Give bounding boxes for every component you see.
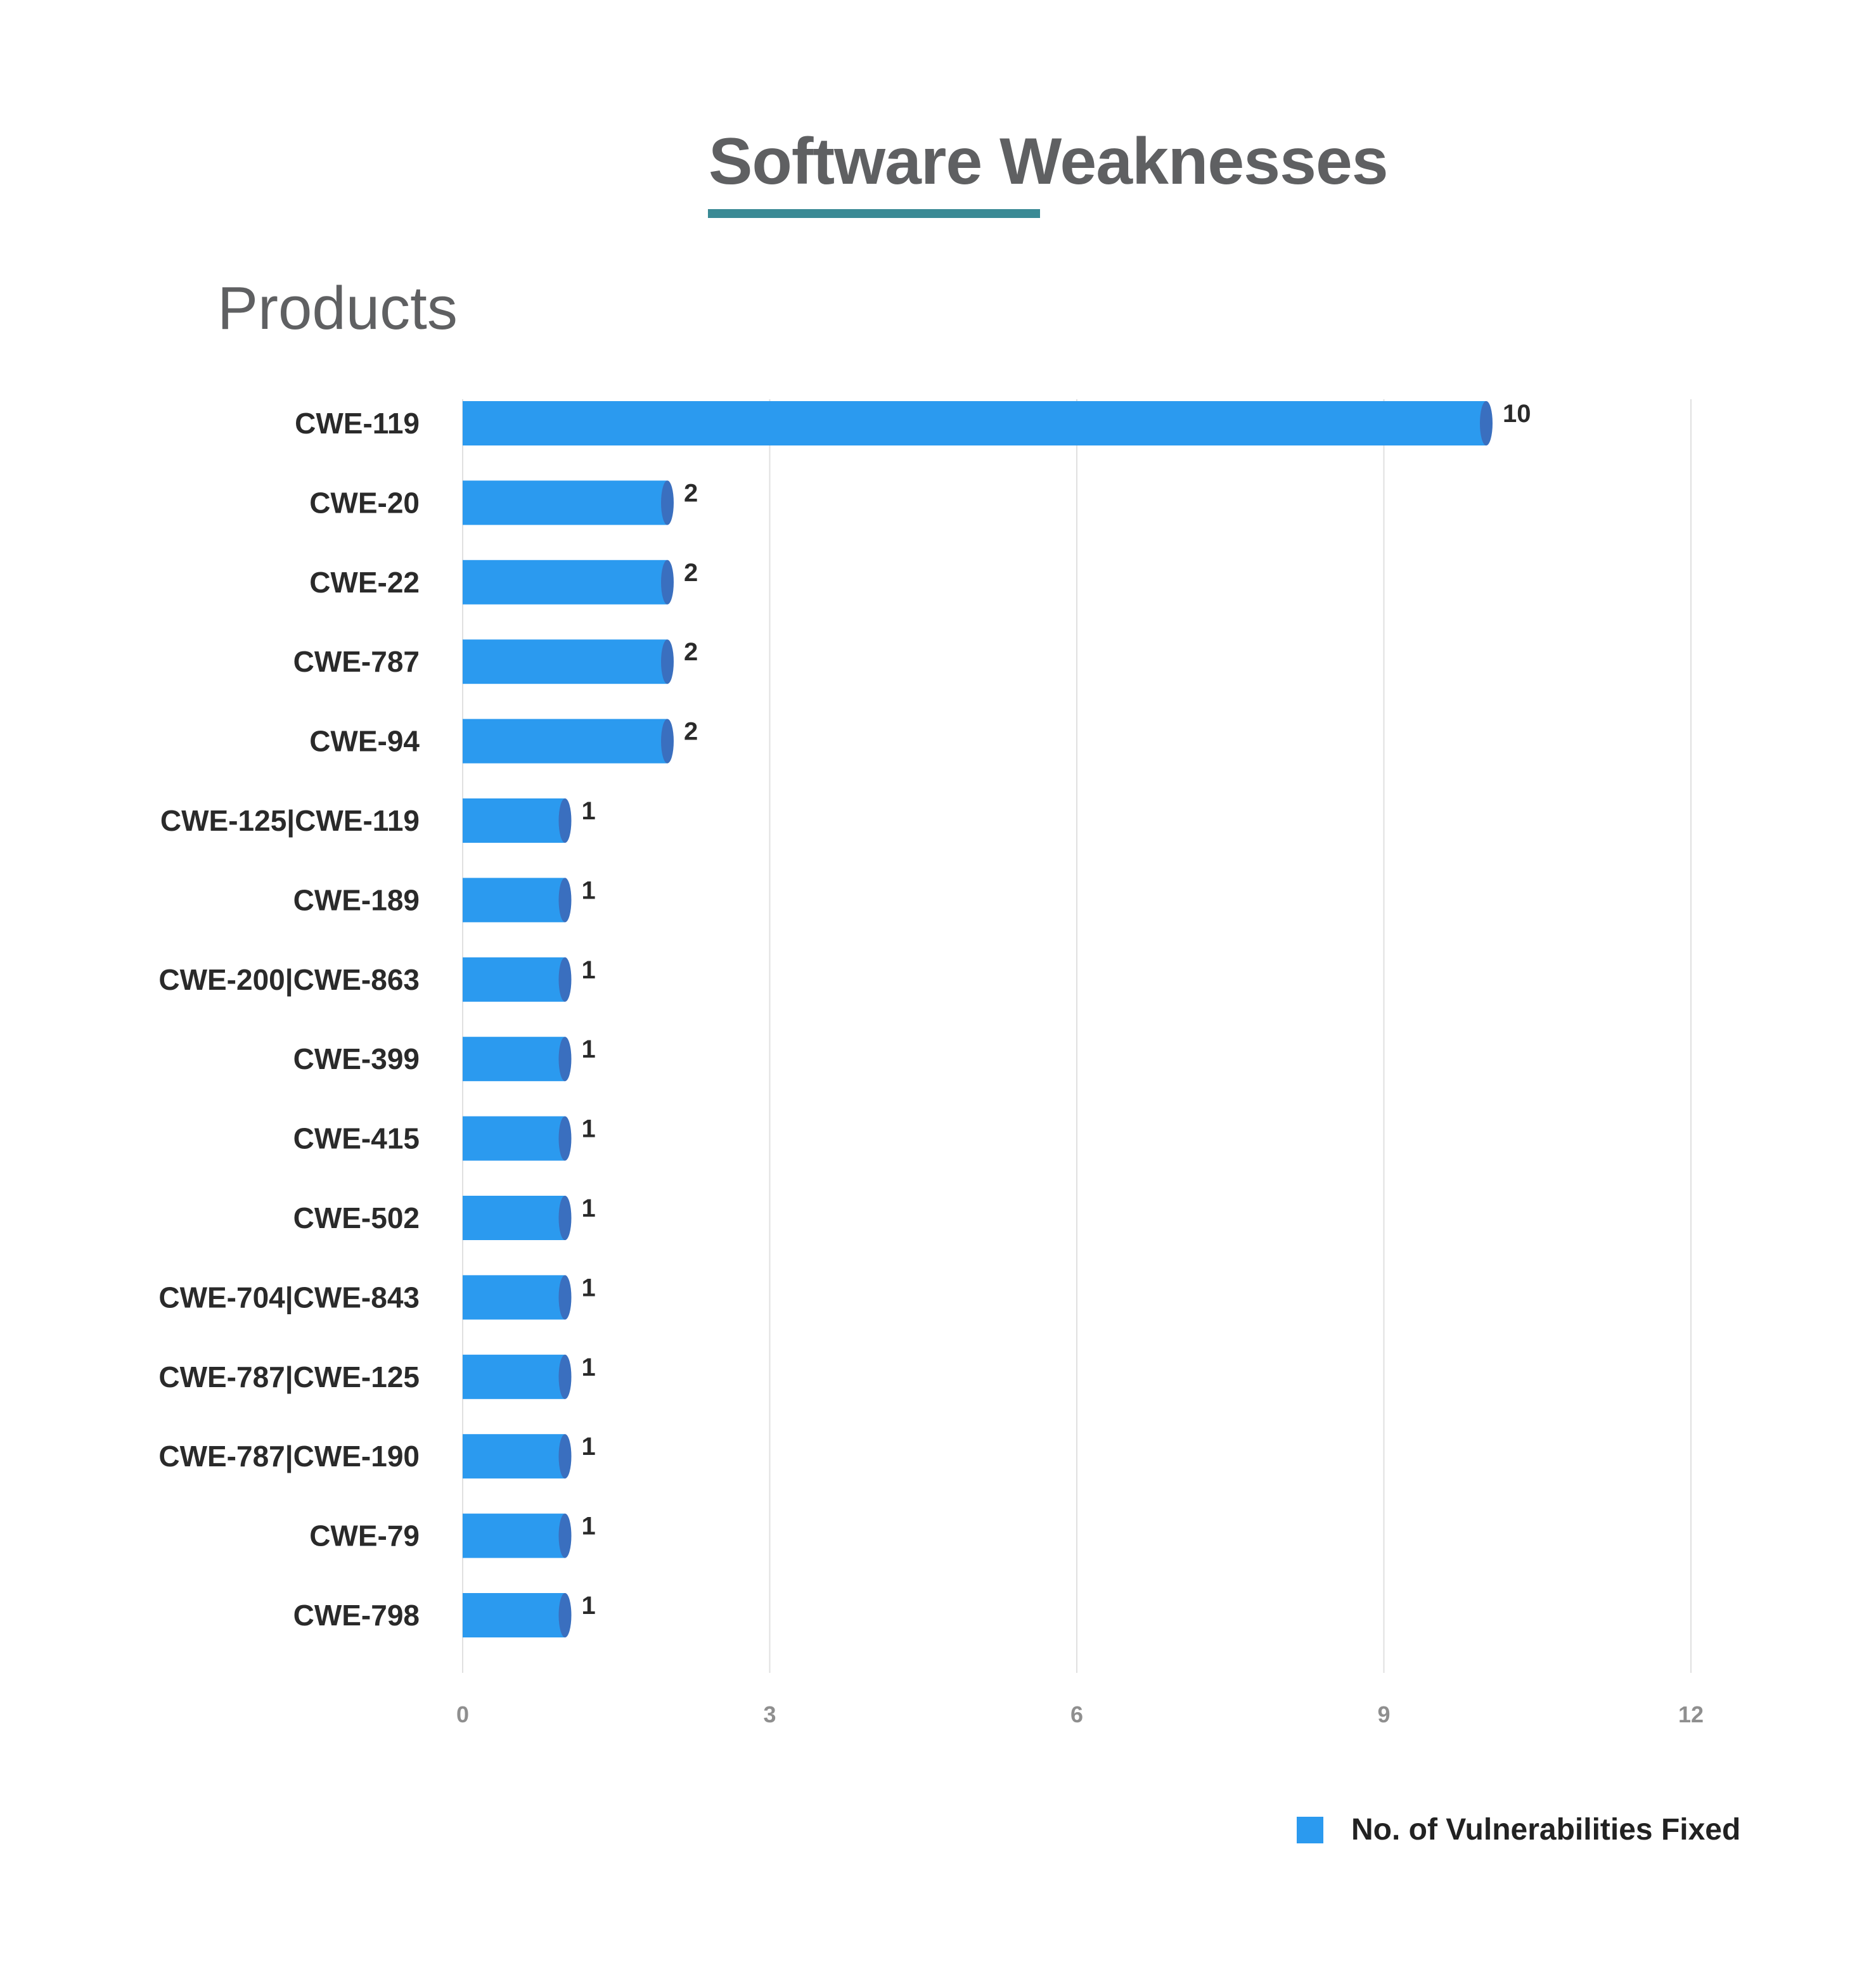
bar-end-cap [558,878,572,923]
bar [463,1513,565,1558]
bar-end-cap [661,639,674,684]
x-tick-label: 12 [1678,1701,1704,1727]
bar-end-cap [661,560,674,605]
bar [463,480,667,525]
category-label: CWE-22 [309,566,420,599]
data-label: 1 [582,1194,596,1222]
data-label: 1 [582,1592,596,1620]
bar-end-cap [558,1513,572,1558]
bar-end-cap [558,1434,572,1479]
bar [463,560,667,605]
data-label: 1 [582,1274,596,1302]
category-label: CWE-399 [293,1042,420,1075]
data-label: 1 [582,1433,596,1461]
bar [463,639,667,684]
x-tick-label: 3 [763,1701,776,1727]
data-label: 1 [582,1513,596,1540]
bar-end-cap [558,957,572,1002]
bar [463,1116,565,1161]
data-label: 10 [1503,400,1531,428]
legend: No. of Vulnerabilities Fixed [1297,1812,1740,1847]
bar [463,1593,565,1637]
data-label: 2 [684,559,698,587]
bar [463,719,667,764]
category-label: CWE-189 [293,883,420,916]
bar [463,401,1486,445]
category-label: CWE-787 [293,645,420,678]
category-label: CWE-798 [293,1599,420,1632]
bar [463,878,565,923]
data-label: 1 [582,1354,596,1381]
bar-end-cap [661,719,674,764]
legend-label: No. of Vulnerabilities Fixed [1351,1813,1741,1847]
chart-subtitle: Products [217,274,458,342]
data-label: 1 [582,876,596,904]
x-tick-label: 6 [1070,1701,1083,1727]
data-label: 2 [684,479,698,507]
bar-end-cap [558,1116,572,1161]
x-tick-label: 0 [456,1701,469,1727]
category-label: CWE-94 [309,725,420,758]
chart-title: Software Weaknesses [709,125,1389,198]
category-label: CWE-125|CWE-119 [160,804,420,837]
bar-end-cap [1480,401,1493,445]
title-underline [708,209,1040,218]
data-label: 1 [582,797,596,825]
bar-end-cap [558,1037,572,1082]
data-label: 2 [684,638,698,666]
bar-end-cap [558,1196,572,1240]
data-label: 1 [582,1115,596,1143]
bar [463,957,565,1002]
category-label: CWE-502 [293,1201,420,1234]
legend-swatch [1297,1816,1323,1843]
bar [463,798,565,843]
bar-end-cap [558,798,572,843]
category-label: CWE-79 [309,1520,420,1553]
x-tick-label: 9 [1377,1701,1390,1727]
bar [463,1037,565,1082]
category-label: CWE-787|CWE-125 [158,1361,420,1393]
data-label: 1 [582,956,596,984]
bar [463,1354,565,1399]
bar [463,1196,565,1240]
category-label: CWE-415 [293,1122,420,1155]
category-label: CWE-200|CWE-863 [158,963,420,996]
bar-end-cap [558,1593,572,1637]
bar-end-cap [558,1354,572,1399]
category-label: CWE-20 [309,486,420,519]
category-label: CWE-119 [295,407,420,440]
bar [463,1434,565,1479]
data-label: 2 [684,718,698,746]
category-label: CWE-704|CWE-843 [158,1281,420,1314]
bar-end-cap [661,480,674,525]
category-label: CWE-787|CWE-190 [158,1440,420,1473]
data-label: 1 [582,1035,596,1063]
bar [463,1275,565,1320]
bar-end-cap [558,1275,572,1320]
